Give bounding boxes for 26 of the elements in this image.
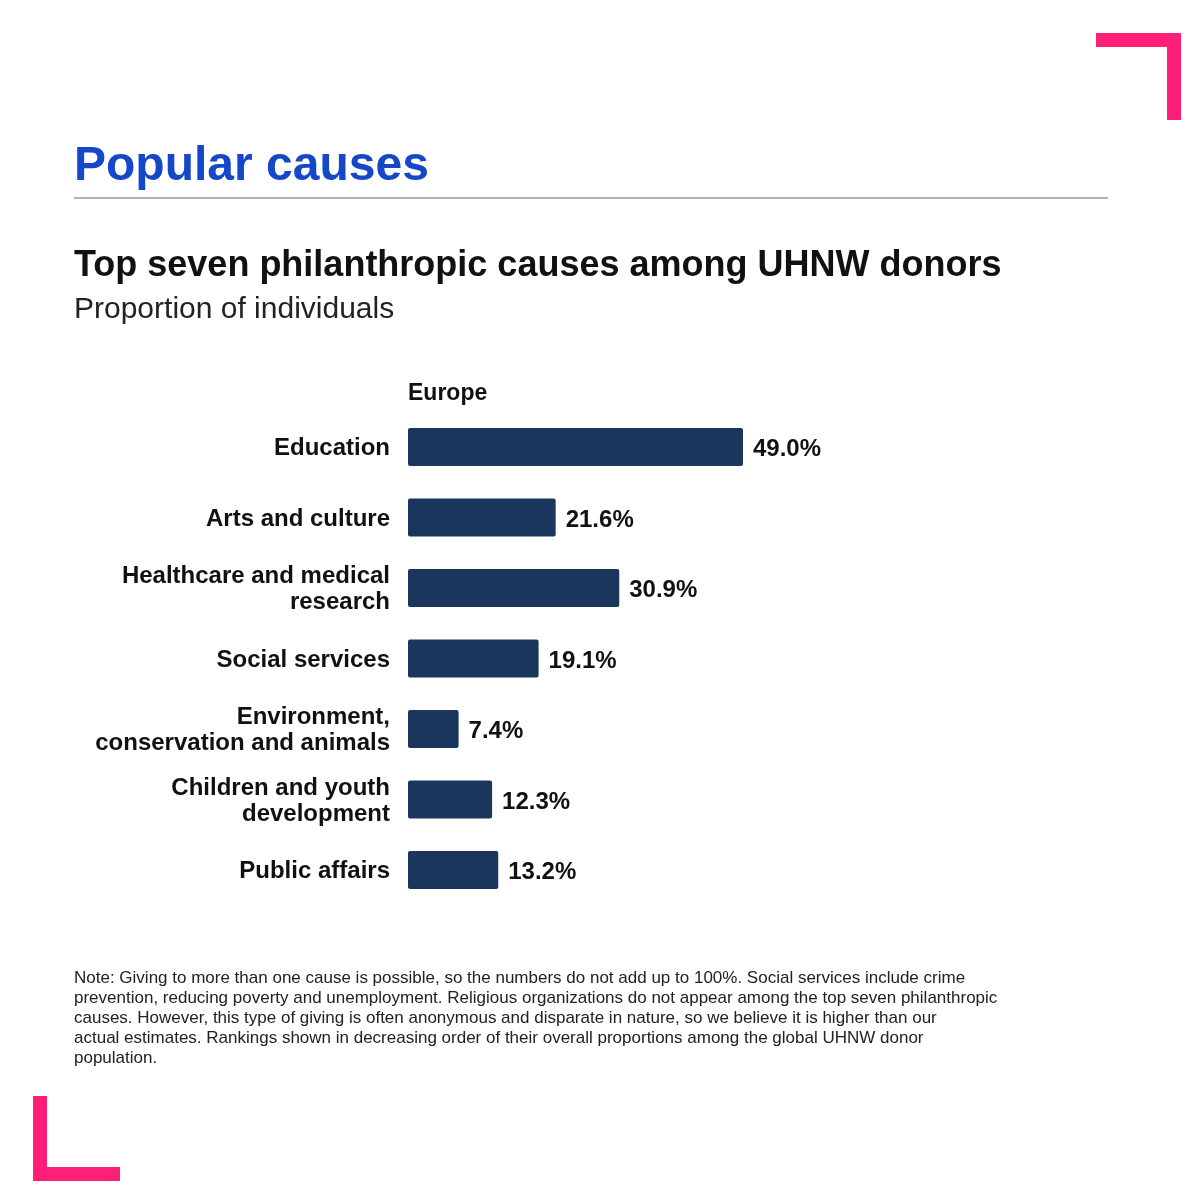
text: Proportion of individuals bbox=[74, 291, 395, 324]
y-tick-label: Public affairs bbox=[239, 856, 390, 883]
chart-title: Popular causes bbox=[74, 137, 429, 190]
text: Note: Giving to more than one cause is possible, so the numbers do not add up to 100%. Social services include crime prevention, reducing poverty and unemployment. Religious organizations do not appear among the top seven philanthropic causes. However, this type of giving is often anonymous and disparate in nature, so we believe it is higher than our actual estimates. Rankings shown in decreasing order of their overall proportions among the global UHNW donor population. bbox=[74, 968, 998, 1067]
bar bbox=[408, 851, 499, 889]
bar bbox=[408, 639, 539, 678]
y-tick-label: Social services bbox=[216, 644, 390, 672]
data-label: 19.1% bbox=[548, 645, 617, 673]
data-label: 7.4% bbox=[468, 716, 524, 743]
y-tick-label: Children and youth development bbox=[171, 772, 391, 826]
chart-subtitle: Top seven philanthropic causes among UHNW donors bbox=[74, 243, 1002, 284]
y-tick-label: Healthcare and medical research bbox=[121, 561, 390, 614]
y-tick-label: Education bbox=[273, 433, 390, 460]
bar bbox=[408, 710, 459, 748]
y-tick-label: Arts and culture bbox=[205, 503, 390, 531]
bar bbox=[408, 498, 556, 537]
data-label: 49.0% bbox=[753, 434, 822, 461]
data-label: 30.9% bbox=[629, 575, 698, 602]
data-label: 12.3% bbox=[502, 786, 571, 814]
bar bbox=[408, 569, 620, 607]
data-label: 21.6% bbox=[565, 504, 634, 532]
bar bbox=[408, 780, 493, 819]
y-tick-label: Environment, conservation and animals bbox=[95, 702, 390, 755]
bar bbox=[408, 428, 743, 466]
series-label: Europe bbox=[408, 379, 488, 405]
data-label: 13.2% bbox=[508, 857, 577, 884]
